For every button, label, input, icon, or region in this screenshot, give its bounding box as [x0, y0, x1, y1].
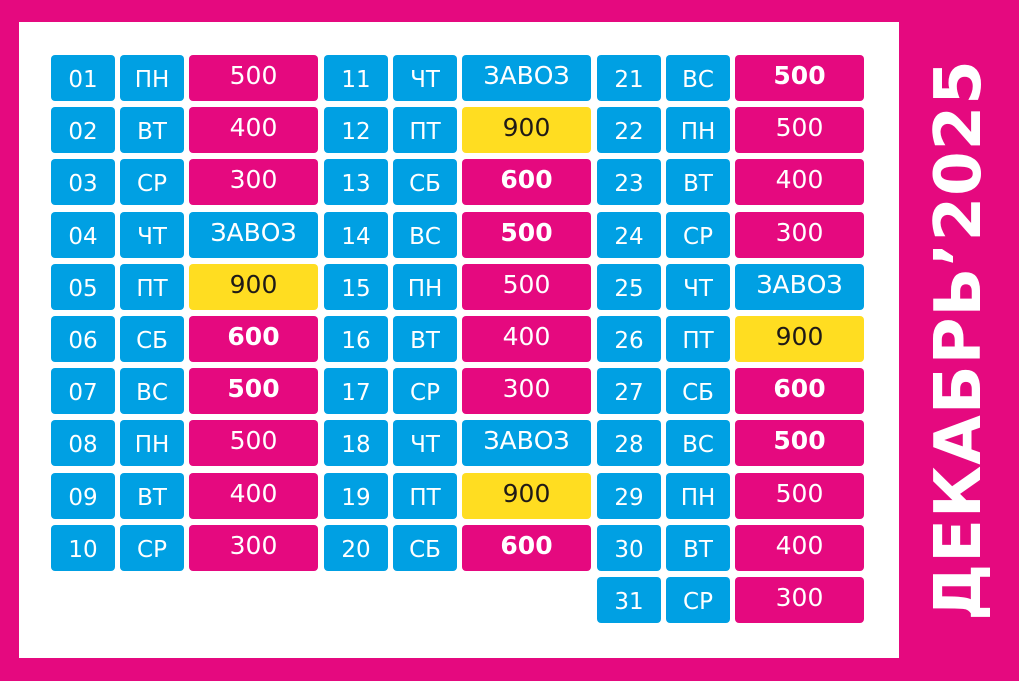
price-value: 400 [189, 473, 318, 519]
weekday-label: ПТ [393, 473, 457, 519]
day-number: 06 [51, 316, 115, 362]
price-value: 500 [735, 473, 864, 519]
weekday-label: СР [120, 159, 184, 205]
price-value: 400 [735, 525, 864, 571]
day-number: 07 [51, 368, 115, 414]
price-value: 500 [189, 420, 318, 466]
price-value: 600 [462, 159, 591, 205]
day-number: 01 [51, 55, 115, 101]
day-number: 17 [324, 368, 388, 414]
price-value: 500 [735, 107, 864, 153]
day-number: 05 [51, 264, 115, 310]
price-value: 900 [462, 107, 591, 153]
day-number: 09 [51, 473, 115, 519]
price-value: 400 [462, 316, 591, 362]
weekday-label: ЧТ [393, 420, 457, 466]
day-number: 22 [597, 107, 661, 153]
weekday-label: ВТ [120, 107, 184, 153]
price-value: 300 [735, 577, 864, 623]
weekday-label: СР [666, 212, 730, 258]
price-value: 300 [189, 159, 318, 205]
weekday-label: ПТ [393, 107, 457, 153]
price-value: 300 [189, 525, 318, 571]
price-value: 900 [735, 316, 864, 362]
delivery-label: ЗАВОЗ [189, 212, 318, 258]
day-number: 16 [324, 316, 388, 362]
day-number: 11 [324, 55, 388, 101]
weekday-label: ПН [120, 55, 184, 101]
day-number: 25 [597, 264, 661, 310]
weekday-label: СР [393, 368, 457, 414]
day-number: 03 [51, 159, 115, 205]
day-number: 19 [324, 473, 388, 519]
price-value: 400 [189, 107, 318, 153]
weekday-label: ВС [120, 368, 184, 414]
weekday-label: ВС [393, 212, 457, 258]
day-number: 08 [51, 420, 115, 466]
price-value: 300 [735, 212, 864, 258]
price-value: 500 [189, 368, 318, 414]
weekday-label: ПН [666, 107, 730, 153]
day-number: 23 [597, 159, 661, 205]
day-number: 28 [597, 420, 661, 466]
day-number: 31 [597, 577, 661, 623]
weekday-label: ВС [666, 420, 730, 466]
month-title: ДЕКАБРЬ’2025 [922, 59, 996, 621]
day-number: 24 [597, 212, 661, 258]
weekday-label: ВТ [120, 473, 184, 519]
weekday-label: ПН [666, 473, 730, 519]
weekday-label: ВТ [393, 316, 457, 362]
calendar-panel: 01 ПН 500 02 ВТ 400 03 СР 300 04 ЧТ ЗАВОЗ 05 ПТ 900 06 С… [19, 22, 899, 658]
weekday-label: СБ [393, 159, 457, 205]
day-number: 20 [324, 525, 388, 571]
day-number: 30 [597, 525, 661, 571]
day-number: 13 [324, 159, 388, 205]
day-number: 26 [597, 316, 661, 362]
weekday-label: СР [120, 525, 184, 571]
price-value: 500 [189, 55, 318, 101]
price-value: 500 [735, 55, 864, 101]
day-number: 27 [597, 368, 661, 414]
weekday-label: СБ [393, 525, 457, 571]
price-value: 600 [189, 316, 318, 362]
weekday-label: ЧТ [666, 264, 730, 310]
weekday-label: СБ [120, 316, 184, 362]
price-value: 500 [462, 212, 591, 258]
weekday-label: ЧТ [393, 55, 457, 101]
price-value: 900 [189, 264, 318, 310]
weekday-label: СР [666, 577, 730, 623]
day-number: 02 [51, 107, 115, 153]
weekday-label: ПТ [120, 264, 184, 310]
weekday-label: ЧТ [120, 212, 184, 258]
delivery-label: ЗАВОЗ [735, 264, 864, 310]
weekday-label: ВС [666, 55, 730, 101]
weekday-label: ВТ [666, 525, 730, 571]
day-number: 04 [51, 212, 115, 258]
weekday-label: ПН [393, 264, 457, 310]
day-number: 21 [597, 55, 661, 101]
price-value: 600 [462, 525, 591, 571]
day-number: 15 [324, 264, 388, 310]
price-value: 900 [462, 473, 591, 519]
day-number: 14 [324, 212, 388, 258]
day-number: 18 [324, 420, 388, 466]
day-number: 29 [597, 473, 661, 519]
price-value: 600 [735, 368, 864, 414]
delivery-label: ЗАВОЗ [462, 420, 591, 466]
weekday-label: ПТ [666, 316, 730, 362]
weekday-label: ВТ [666, 159, 730, 205]
delivery-label: ЗАВОЗ [462, 55, 591, 101]
weekday-label: СБ [666, 368, 730, 414]
price-value: 400 [735, 159, 864, 205]
weekday-label: ПН [120, 420, 184, 466]
day-number: 12 [324, 107, 388, 153]
price-value: 500 [462, 264, 591, 310]
price-value: 300 [462, 368, 591, 414]
price-value: 500 [735, 420, 864, 466]
day-number: 10 [51, 525, 115, 571]
